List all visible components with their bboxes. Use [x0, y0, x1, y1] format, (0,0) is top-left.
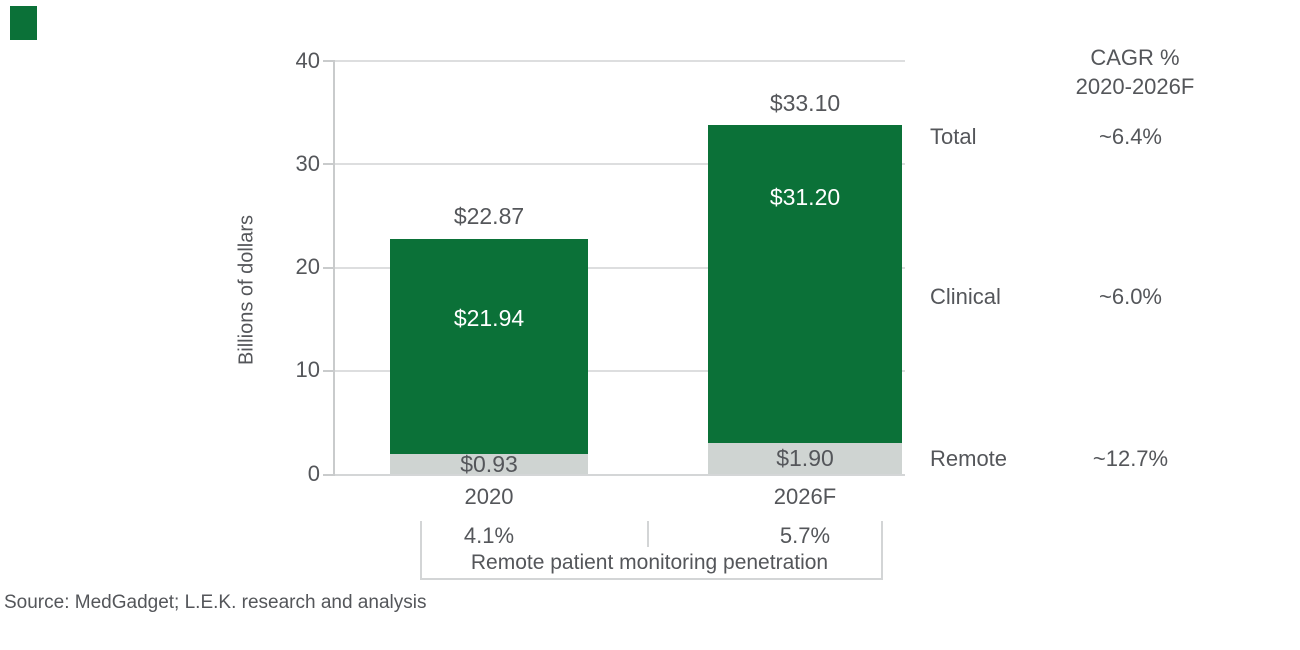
cagr-row-value-clinical: ~6.0%	[1099, 284, 1162, 309]
source-note: Source: MedGadget; L.E.K. research and a…	[4, 592, 427, 613]
penetration-value-2020: 4.1%	[463, 523, 515, 548]
x-axis-baseline	[334, 474, 905, 476]
y-tick-label-40: 40	[295, 48, 320, 73]
bar-2026f-total-label: $33.10	[769, 90, 841, 116]
y-tick-mark-40	[323, 60, 334, 62]
penetration-bracket-box	[420, 521, 883, 580]
bar-2026f-remote-value-label: $1.90	[776, 445, 834, 471]
gridline-10	[334, 370, 905, 372]
cagr-row-value-remote: ~12.7%	[1092, 446, 1169, 471]
cagr-row-label-total: Total	[930, 124, 977, 149]
y-tick-label-30: 30	[295, 151, 320, 176]
bar-2026f-clinical-value-label: $31.20	[769, 184, 841, 210]
y-axis-line	[333, 60, 335, 476]
bar-2020-clinical-segment	[390, 239, 588, 454]
penetration-bracket-divider	[647, 521, 649, 547]
y-tick-mark-10	[323, 370, 334, 372]
cagr-panel-header: CAGR % 2020-2026F	[1040, 43, 1230, 101]
penetration-value-2026f: 5.7%	[779, 523, 831, 548]
y-tick-mark-0	[323, 474, 334, 476]
x-tick-label-2020: 2020	[464, 484, 514, 509]
y-tick-label-20: 20	[295, 254, 320, 279]
brand-accent-square	[10, 6, 37, 40]
y-tick-label-10: 10	[295, 357, 320, 382]
cagr-header-line1: CAGR %	[1090, 45, 1180, 70]
y-tick-mark-20	[323, 267, 334, 269]
gridline-20	[334, 267, 905, 269]
cagr-row-value-total: ~6.4%	[1099, 124, 1162, 149]
x-tick-label-2026f: 2026F	[773, 484, 837, 509]
y-axis-title-text: Billions of dollars	[235, 214, 258, 366]
bar-2026f-clinical-segment	[708, 125, 902, 443]
cagr-header-line2: 2020-2026F	[1075, 74, 1195, 99]
penetration-caption: Remote patient monitoring penetration	[470, 551, 829, 574]
bar-2020-remote-value-label: $0.93	[460, 451, 518, 477]
gridline-40	[334, 60, 905, 62]
cagr-row-label-remote: Remote	[930, 446, 1008, 471]
bar-2020-clinical-value-label: $21.94	[453, 305, 525, 331]
bar-2020-total-label: $22.87	[453, 203, 525, 229]
y-tick-mark-30	[323, 163, 334, 165]
cagr-row-label-clinical: Clinical	[930, 284, 1001, 309]
gridline-30	[334, 163, 905, 165]
bar-2026f-remote-segment	[708, 443, 902, 474]
y-tick-label-0: 0	[307, 461, 320, 486]
bar-2020-remote-segment	[390, 454, 588, 474]
